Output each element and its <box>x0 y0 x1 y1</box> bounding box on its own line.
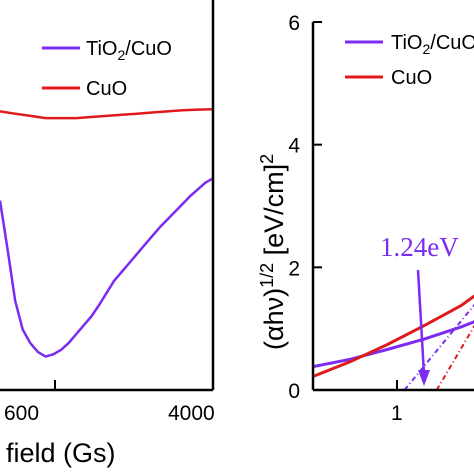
left-plot-area <box>0 107 213 358</box>
right-y-tick-label: 0 <box>288 380 300 403</box>
right-panel: 0 2 4 6 1 (αhν)1/2 [eV/cm]2 TiO2/CuO CuO 1.… <box>257 12 474 425</box>
legend-label-tio2-cuo: TiO2/CuO <box>86 38 172 63</box>
left-legend: TiO2/CuO CuO <box>42 38 172 100</box>
right-x-tick-label: 1 <box>391 402 403 425</box>
left-x-tick-label: 4000 <box>168 402 215 425</box>
right-plot-area <box>313 294 474 390</box>
legend-label-tio2-cuo: TiO2/CuO <box>391 32 474 57</box>
series-line-tio2-cuo <box>313 320 474 369</box>
right-y-ticks: 0 2 4 6 <box>288 12 322 403</box>
annotation-arrow-shaft <box>416 269 426 375</box>
right-y-tick-label: 4 <box>288 135 300 158</box>
right-legend: TiO2/CuO CuO <box>345 32 474 89</box>
bandgap-annotation: 1.24eV <box>380 232 459 262</box>
right-y-axis-title: (αhν)1/2 [eV/cm]2 <box>257 154 289 350</box>
legend-label-cuo: CuO <box>86 78 127 100</box>
fit-line-cuo <box>435 324 474 390</box>
right-y-tick-label: 6 <box>288 12 300 35</box>
legend-label-cuo: CuO <box>391 67 432 89</box>
fit-line-tio2-cuo <box>403 303 474 390</box>
left-x-axis-title: field (Gs) <box>6 438 116 468</box>
left-panel: 600 4000 field (Gs) TiO2/CuO CuO <box>0 0 215 468</box>
left-x-tick-label: 600 <box>4 402 39 425</box>
series-line-cuo <box>313 294 474 378</box>
right-y-tick-label: 2 <box>288 257 300 280</box>
annotation-arrow-head <box>418 370 430 386</box>
series-line-tio2-cuo <box>0 177 213 358</box>
series-line-cuo <box>0 107 213 120</box>
